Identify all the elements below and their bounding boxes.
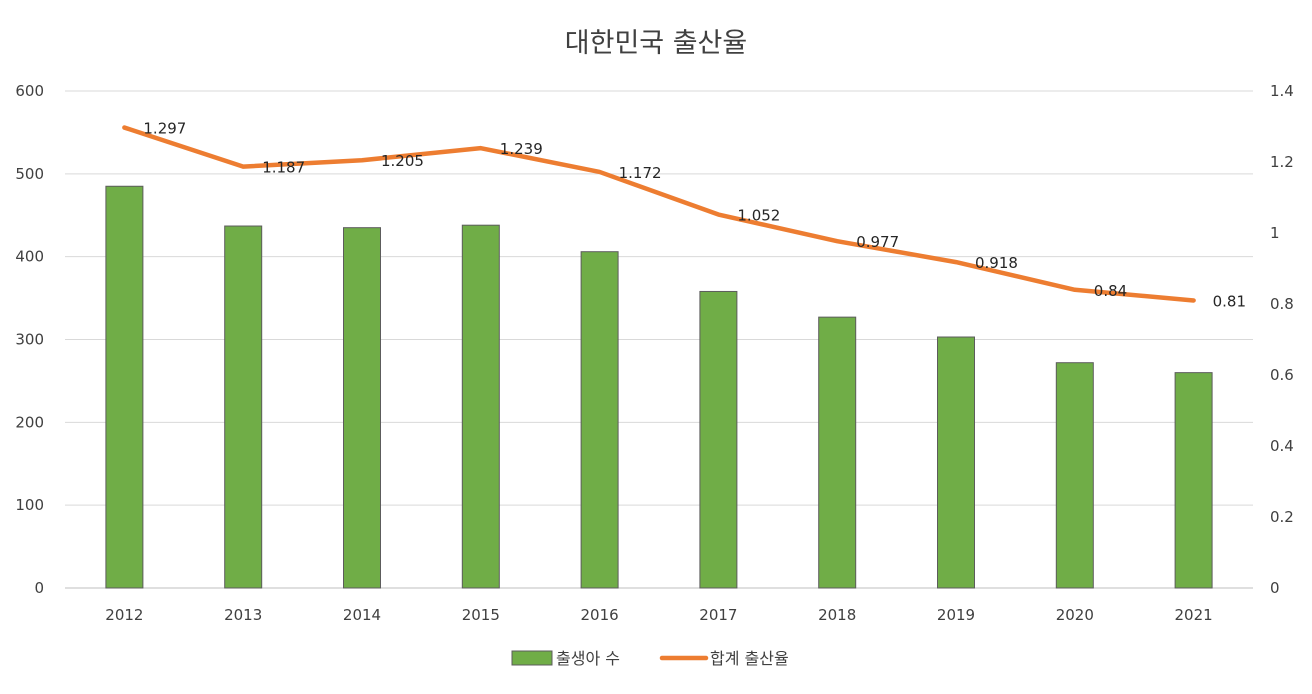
left-tick-label: 300 [15,331,44,349]
gridlines [65,90,1253,589]
x-tick-label: 2021 [1175,606,1213,624]
legend-bar-swatch [511,650,553,666]
right-tick-label: 0.2 [1270,508,1294,526]
left-tick-label: 0 [34,579,44,597]
line-data-label: 1.205 [381,152,424,170]
legend-bar-label: 출생아 수 [556,649,620,668]
line-series [122,125,1196,303]
right-tick-label: 0 [1270,579,1280,597]
bar [105,185,144,589]
bar [224,225,263,589]
x-tick-label: 2014 [343,606,381,624]
x-tick-label: 2015 [462,606,500,624]
left-tick-label: 200 [15,413,44,431]
line-data-label: 1.172 [619,164,662,182]
data-labels: 1.297 1.187 1.205 1.239 1.172 1.052 0.977 0.918… [143,120,1246,311]
bar [1174,372,1213,589]
right-tick-label: 0.6 [1270,366,1294,384]
x-tick-label: 2020 [1056,606,1094,624]
line-data-label: 0.918 [975,254,1018,272]
x-tick-label: 2017 [699,606,737,624]
right-tick-label: 0.8 [1270,295,1294,313]
bar [937,336,975,589]
x-axis: 2012 2013 2014 2015 2016 2017 2018 2019 2020 2021 [105,606,1212,624]
right-tick-label: 0.4 [1270,437,1294,455]
bar [343,227,381,589]
line-data-label: 0.977 [856,233,899,251]
left-tick-label: 600 [15,82,44,100]
chart-title: 대한민국 출산율 [565,28,747,59]
legend: 출생아 수 합계 출산율 [511,649,789,668]
x-tick-label: 2018 [818,606,856,624]
left-y-axis: 0 100 200 300 400 500 600 [15,82,44,597]
right-tick-label: 1 [1270,224,1280,242]
bar [699,290,738,589]
line-data-label: 1.052 [737,207,780,225]
left-tick-label: 500 [15,165,44,183]
bar [1055,362,1094,589]
x-tick-label: 2019 [937,606,975,624]
line-path [122,125,1196,303]
left-tick-label: 100 [15,496,44,514]
line-data-label: 0.84 [1094,282,1127,300]
bar [461,224,500,589]
bar-series [105,185,1213,589]
bar [818,316,857,589]
right-y-axis: 0 0.2 0.4 0.6 0.8 1 1.2 1.4 [1270,82,1294,597]
line-data-label: 1.297 [143,120,186,138]
right-tick-label: 1.4 [1270,82,1294,100]
line-data-label: 0.81 [1213,292,1246,310]
line-data-label: 1.187 [262,159,305,177]
legend-line-label: 합계 출산율 [710,649,789,668]
x-tick-label: 2016 [581,606,619,624]
x-tick-label: 2013 [224,606,262,624]
x-tick-label: 2012 [105,606,143,624]
line-data-label: 1.239 [500,140,543,158]
bar [580,251,619,589]
left-tick-label: 400 [15,248,44,266]
right-tick-label: 1.2 [1270,153,1294,171]
